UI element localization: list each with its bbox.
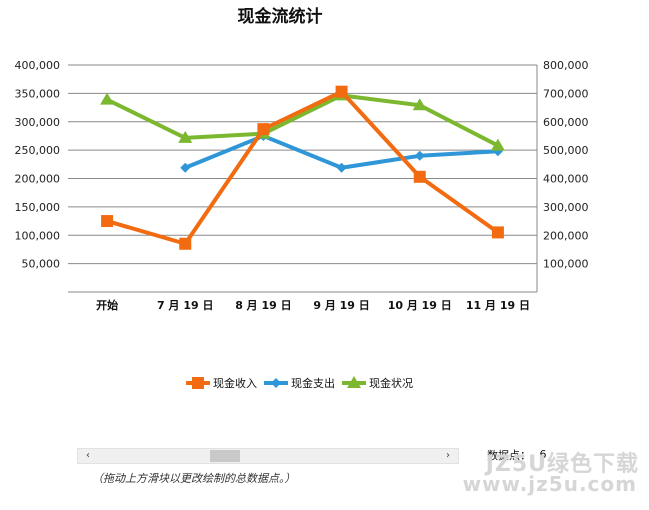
- series-line: [106, 89, 500, 246]
- series-lines: [100, 85, 505, 250]
- watermark-bottom-text: www.jz5u.com: [462, 472, 637, 496]
- data-point-square: [335, 85, 348, 98]
- right-axis-ticks: 800,000 700,000 600,000 500,000 400,000 300,0…: [543, 59, 589, 271]
- scroll-thumb[interactable]: [210, 450, 240, 462]
- left-tick-label: 150,000: [15, 201, 61, 214]
- left-tick-label: 200,000: [15, 173, 61, 186]
- data-point-square: [179, 237, 192, 250]
- category-label: 7 月 19 日: [157, 299, 213, 312]
- series-line: [106, 93, 499, 148]
- legend-label: 现金状况: [369, 376, 413, 390]
- data-point-triangle: [490, 138, 505, 151]
- scroll-left-arrow-icon[interactable]: ‹: [86, 450, 90, 461]
- data-point-diamond: [271, 378, 281, 388]
- data-points-label: 数据点：: [487, 449, 531, 462]
- data-point-square: [257, 123, 270, 136]
- left-axis-ticks: 400,000 350,000 300,000 250,000 200,000 150,0…: [15, 59, 61, 271]
- right-tick-label: 300,000: [543, 201, 589, 214]
- data-point-triangle: [347, 376, 361, 388]
- category-labels: 开始 7 月 19 日 8 月 19 日 9 月 19 日 10 月 19 日 11 月 …: [96, 298, 530, 312]
- legend-label: 现金收入: [213, 376, 257, 390]
- scroll-right-arrow-icon[interactable]: ›: [446, 450, 450, 461]
- data-point-square: [491, 226, 504, 239]
- left-tick-label: 400,000: [15, 59, 61, 72]
- gridlines: [68, 64, 537, 265]
- category-label: 8 月 19 日: [235, 299, 291, 312]
- data-point-triangle: [412, 98, 427, 111]
- watermark-logo: JZ5U绿色下载 www.jz5u.com: [463, 444, 645, 498]
- data-points-value: 6: [539, 448, 547, 461]
- data-points-scrollbar[interactable]: ‹ ›: [77, 448, 459, 464]
- category-label: 10 月 19 日: [388, 299, 452, 312]
- left-tick-label: 300,000: [15, 116, 61, 129]
- category-label: 9 月 19 日: [313, 299, 369, 312]
- chart-title: 现金流统计: [238, 6, 323, 27]
- right-tick-label: 600,000: [543, 116, 589, 129]
- left-tick-label: 50,000: [22, 258, 61, 271]
- left-tick-label: 350,000: [15, 87, 61, 100]
- hint-text: （拖动上方滑块以更改绘制的总数据点。）: [92, 472, 296, 485]
- data-point-triangle: [178, 130, 193, 143]
- watermark-top-text: JZ5U绿色下载: [485, 452, 639, 477]
- data-point-square: [192, 377, 204, 389]
- right-tick-label: 500,000: [543, 144, 589, 157]
- axes: [68, 65, 538, 293]
- data-point-diamond: [414, 150, 425, 161]
- right-tick-label: 700,000: [543, 87, 589, 100]
- category-label: 开始: [96, 298, 118, 312]
- right-tick-label: 100,000: [543, 258, 589, 271]
- chart: 现金流统计 400,000 350,000 300,000 250,000 200,00…: [15, 6, 589, 390]
- right-tick-label: 800,000: [543, 59, 589, 72]
- legend-label: 现金支出: [291, 376, 335, 390]
- data-point-square: [101, 215, 114, 228]
- category-label: 11 月 19 日: [466, 299, 530, 312]
- left-tick-label: 250,000: [15, 144, 61, 157]
- data-point-diamond: [180, 162, 191, 173]
- data-point-triangle: [100, 92, 115, 105]
- legend: 现金收入 现金支出 现金状况: [186, 376, 413, 390]
- right-tick-label: 200,000: [543, 229, 589, 242]
- right-tick-label: 400,000: [543, 173, 589, 186]
- data-point-diamond: [336, 162, 347, 173]
- left-tick-label: 100,000: [15, 229, 61, 242]
- data-point-square: [413, 170, 426, 183]
